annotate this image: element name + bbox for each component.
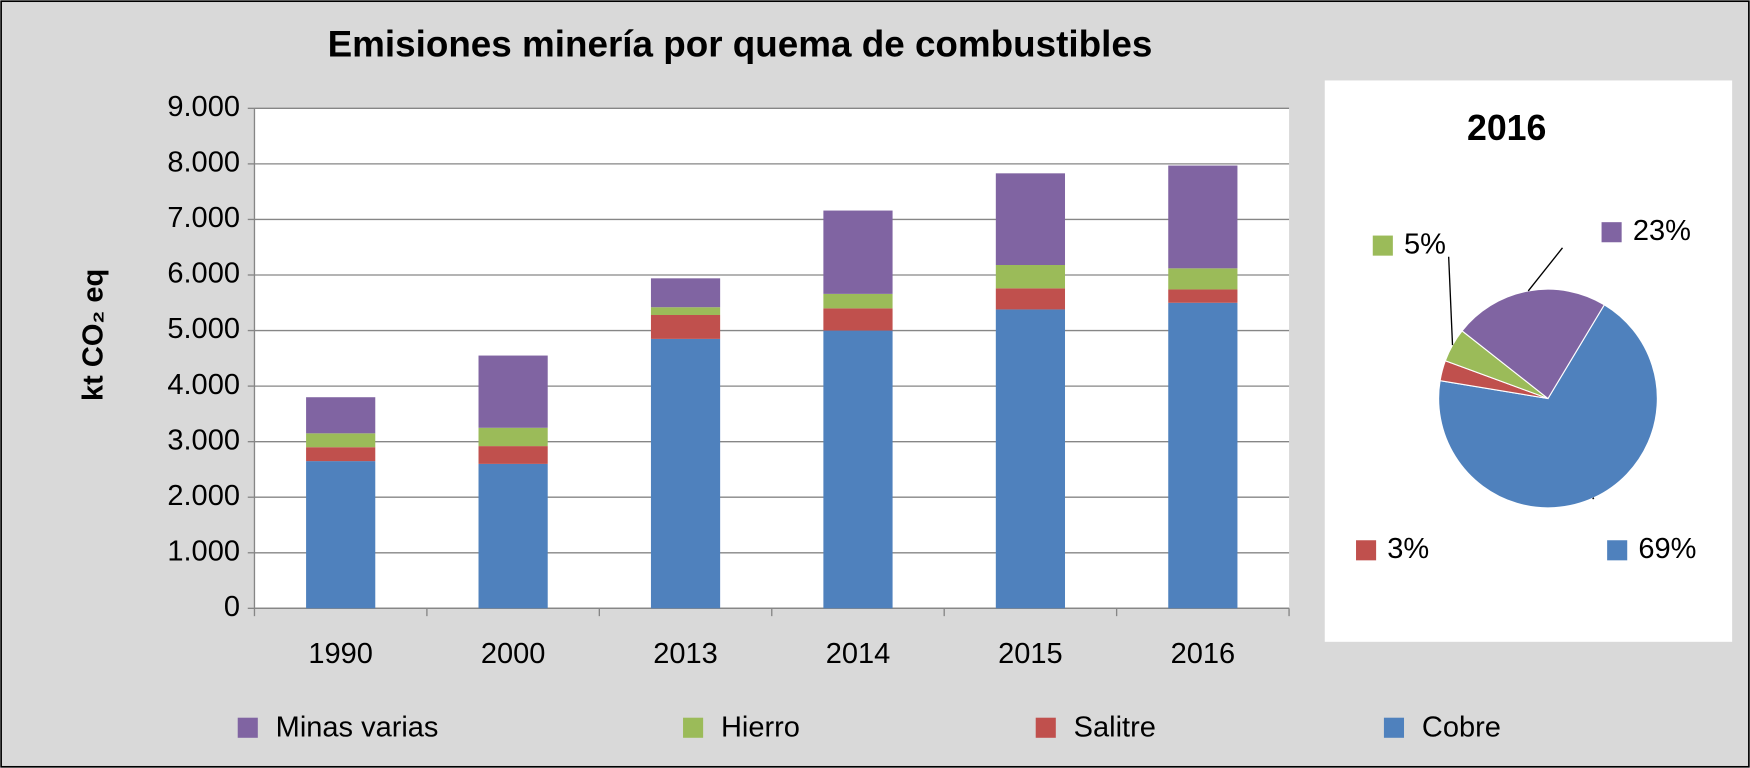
bar-segment (650, 278, 721, 308)
legend-label: Hierro (721, 712, 800, 744)
legend-label: Cobre (1422, 712, 1501, 744)
bar-segment (650, 338, 721, 609)
bar-segment (1168, 289, 1238, 303)
pie-legend-swatch (1601, 222, 1622, 243)
bar-segment (823, 308, 893, 331)
x-tick-label: 2014 (826, 638, 891, 670)
y-tick-label: 6.000 (167, 258, 240, 290)
x-tick-label: 2013 (653, 638, 718, 670)
y-tick-label: 9.000 (167, 91, 240, 123)
bar-segment (478, 427, 548, 447)
pie-slice (1438, 303, 1658, 509)
pie-data-label: 3% (1387, 533, 1429, 565)
y-tick-label: 3.000 (167, 424, 240, 456)
pie-data-label: 5% (1404, 228, 1446, 260)
bar-segment (478, 446, 548, 464)
pie-legend-swatch (1372, 235, 1393, 256)
bar-segment (650, 314, 721, 339)
y-tick-label: 4.000 (167, 369, 240, 401)
legend-swatch (1383, 717, 1405, 738)
bar-segment (306, 433, 376, 448)
legend-label: Minas varias (276, 712, 439, 744)
legend-swatch (1035, 717, 1056, 738)
bar-segment (1168, 302, 1238, 609)
bar-segment (823, 330, 893, 609)
pie-data-label: 69% (1638, 533, 1696, 565)
bar-segment (995, 264, 1066, 289)
bar-segment (995, 288, 1066, 310)
bar-segment (306, 447, 376, 462)
pie-title: 2016 (1467, 108, 1546, 148)
bar-segment (306, 461, 376, 609)
y-tick-label: 0 (224, 591, 240, 623)
bar-segment (650, 307, 721, 315)
bar-segment (478, 463, 548, 609)
bar-segment (1168, 268, 1238, 290)
y-tick-label: 1.000 (167, 535, 240, 567)
y-tick-label: 7.000 (167, 202, 240, 234)
legend-label: Salitre (1074, 712, 1156, 744)
pie-legend-swatch (1356, 540, 1377, 561)
bar-segment (823, 210, 893, 294)
bar-segment (995, 173, 1066, 265)
chart-title: Emisiones minería por quema de combustib… (328, 24, 1153, 65)
leader-line (1447, 256, 1454, 346)
pie-slice (1461, 288, 1606, 400)
x-tick-label: 2015 (998, 638, 1063, 670)
x-tick-label: 2000 (481, 638, 546, 670)
y-tick-label: 2.000 (167, 480, 240, 512)
bar-segment (823, 293, 893, 309)
x-tick-label: 2016 (1171, 638, 1236, 670)
y-tick-label: 8.000 (167, 147, 240, 179)
legend-swatch (237, 717, 258, 738)
bar-segment (478, 355, 548, 428)
leader-line (1527, 247, 1564, 292)
bar-segment (995, 309, 1066, 609)
leader-line (1592, 497, 1595, 500)
bar-segment (306, 397, 376, 434)
x-tick-label: 1990 (308, 638, 373, 670)
bar-segment (1168, 165, 1238, 269)
y-tick-label: 5.000 (167, 313, 240, 345)
pie-data-label: 23% (1633, 215, 1691, 247)
y-axis-label: kt CO₂ eq (78, 269, 110, 401)
legend-swatch (683, 717, 704, 738)
plot-area (254, 108, 1290, 609)
pie-legend-swatch (1607, 540, 1628, 561)
